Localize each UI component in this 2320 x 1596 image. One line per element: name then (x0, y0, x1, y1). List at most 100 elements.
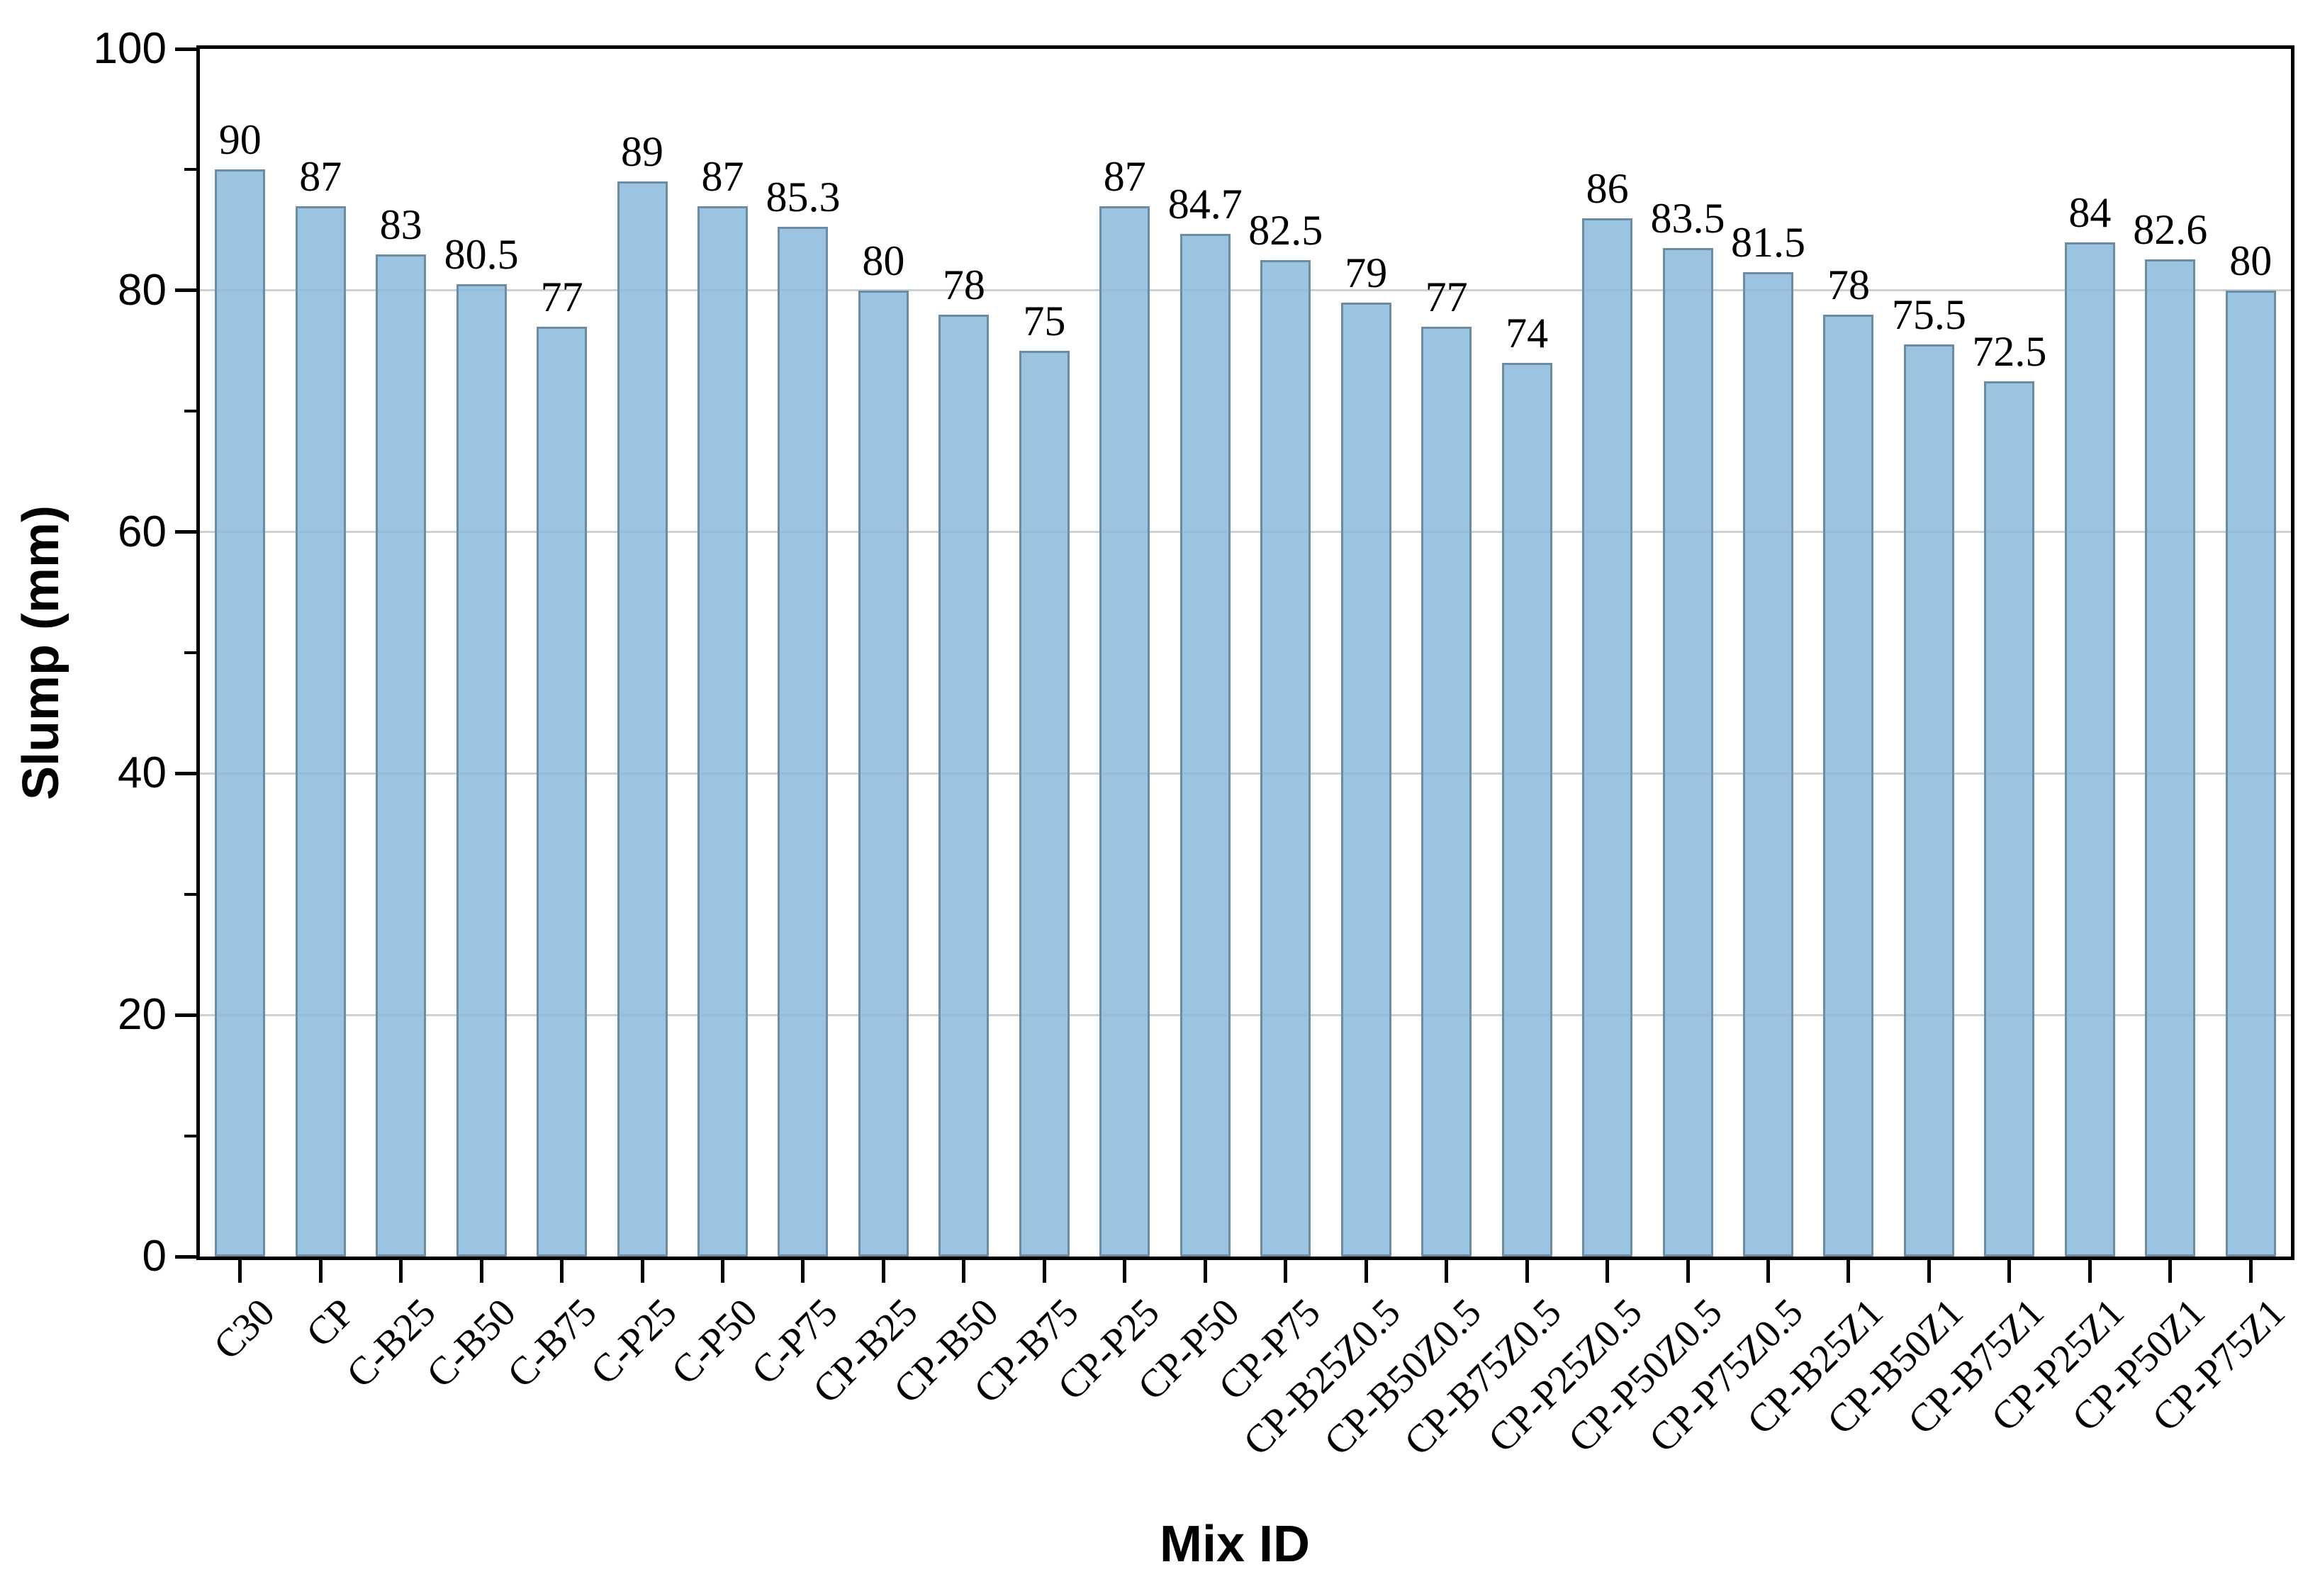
bar-value-label: 83 (379, 201, 422, 248)
bar-CP-B50Z0.5 (1421, 326, 1472, 1257)
bar-CP-P25 (1099, 206, 1150, 1257)
bar-CP-B25Z1 (1823, 314, 1874, 1257)
bar-value-label: 80.5 (444, 231, 519, 279)
bar-value-label: 79 (1345, 249, 1388, 296)
y-minor-tick-90 (184, 168, 196, 172)
bar-value-label: 72.5 (1972, 327, 2047, 375)
bar-CP (295, 206, 346, 1257)
bar-value-label: 82.6 (2133, 206, 2208, 253)
gridline-overlay-y-40 (200, 772, 2291, 775)
y-tick-label-80: 80 (118, 265, 167, 315)
bar-C-P25 (617, 181, 668, 1257)
bar-value-label: 87 (1103, 152, 1146, 200)
bar-value-label: 80 (862, 237, 905, 284)
x-tick-CP (318, 1260, 323, 1283)
bar-CP-B50 (938, 314, 990, 1257)
bar-CP-P75 (1260, 260, 1311, 1257)
bar-C-B75 (537, 326, 588, 1257)
x-tick-CP-B50Z0.5 (1445, 1260, 1449, 1283)
bar-value-label: 87 (299, 152, 342, 200)
bar-CP-B25 (858, 290, 909, 1257)
x-tick-CP-B25Z0.5 (1364, 1260, 1368, 1283)
x-tick-CP-B50Z1 (1927, 1260, 1931, 1283)
bar-value-label: 89 (621, 128, 664, 176)
x-tick-CP-P25 (1123, 1260, 1127, 1283)
x-tick-CP-P75 (1284, 1260, 1288, 1283)
x-tick-C30 (238, 1260, 242, 1283)
gridline-y-20 (200, 1013, 2291, 1016)
bar-value-label: 78 (942, 261, 985, 308)
gridline-y-40 (200, 772, 2291, 775)
x-axis-title: Mix ID (1159, 1516, 1311, 1573)
y-tick-label-20: 20 (118, 990, 167, 1040)
bar-CP-P75Z1 (2225, 290, 2276, 1257)
bar-value-label: 75 (1023, 298, 1066, 344)
y-axis-title: Slump (mm) (13, 505, 69, 801)
gridline-overlay-y-80 (200, 289, 2291, 292)
bar-value-label: 90 (218, 116, 262, 164)
x-tick-CP-P25Z1 (2088, 1260, 2092, 1283)
x-tick-CP-P25Z0.5 (1605, 1260, 1610, 1283)
y-major-tick-20 (175, 1013, 196, 1017)
x-tick-CP-P50Z1 (2168, 1260, 2173, 1283)
bar-C30 (215, 169, 266, 1257)
bar-CP-B75Z1 (1984, 381, 2035, 1257)
x-tick-CP-B75Z0.5 (1525, 1260, 1529, 1283)
y-major-tick-40 (175, 771, 196, 775)
bar-value-label: 87 (701, 152, 744, 200)
x-tick-CP-B75 (1042, 1260, 1046, 1283)
y-minor-tick-50 (184, 651, 196, 654)
bar-value-label: 82.5 (1248, 207, 1323, 254)
y-major-tick-80 (175, 288, 196, 293)
bar-C-B50 (456, 284, 507, 1257)
x-tick-CP-P75Z1 (2248, 1260, 2253, 1283)
plot-area: 90 87 83 80.5 77 89 87 85.3 80 78 75 87 84.7 82.5 79 77… (196, 45, 2294, 1260)
x-tick-C-P25 (640, 1260, 644, 1283)
gridline-overlay-y-60 (200, 531, 2291, 534)
y-minor-tick-10 (184, 1134, 196, 1137)
bar-C-P50 (697, 206, 748, 1257)
x-tick-CP-P50 (1203, 1260, 1207, 1283)
bar-CP-P50Z0.5 (1662, 248, 1713, 1257)
x-tick-CP-P75Z0.5 (1766, 1260, 1770, 1283)
y-major-tick-0 (175, 1254, 196, 1259)
gridline-overlay-y-20 (200, 1013, 2291, 1016)
bar-value-label: 84.7 (1167, 180, 1243, 227)
x-tick-CP-B50 (962, 1260, 966, 1283)
bar-value-label: 75.5 (1891, 291, 1966, 339)
bar-value-label: 84 (2068, 189, 2112, 236)
bar-CP-P25Z0.5 (1582, 218, 1633, 1257)
x-tick-C-B50 (479, 1260, 483, 1283)
x-tick-C-P50 (721, 1260, 724, 1283)
bar-CP-B75Z0.5 (1501, 363, 1552, 1257)
y-tick-label-40: 40 (118, 748, 167, 798)
y-minor-tick-30 (184, 892, 196, 896)
bar-value-label: 77 (1425, 273, 1468, 320)
bar-value-label: 85.3 (766, 173, 841, 220)
gridline-y-80 (200, 289, 2291, 292)
x-tick-CP-B25 (881, 1260, 885, 1283)
gridline-y-60 (200, 531, 2291, 534)
bar-CP-P50Z1 (2145, 259, 2196, 1257)
x-tick-C-P75 (801, 1260, 805, 1283)
x-tick-CP-B75Z1 (2007, 1260, 2012, 1283)
bar-C-P75 (778, 226, 829, 1257)
x-tick-C-B25 (399, 1260, 403, 1283)
bar-CP-P75Z0.5 (1743, 272, 1793, 1257)
bar-CP-B50Z1 (1903, 344, 1954, 1257)
y-tick-label-60: 60 (118, 507, 167, 556)
bar-value-label: 78 (1827, 261, 1870, 308)
y-major-tick-60 (175, 530, 196, 534)
bar-CP-B75 (1019, 351, 1070, 1257)
x-tick-CP-P50Z0.5 (1686, 1260, 1690, 1283)
bar-value-label: 81.5 (1731, 219, 1805, 266)
bar-value-label: 83.5 (1650, 195, 1725, 242)
x-tick-C-B75 (560, 1260, 564, 1283)
y-minor-tick-70 (184, 410, 196, 413)
bar-value-label: 77 (540, 273, 583, 320)
bar-CP-P25Z1 (2064, 242, 2115, 1257)
x-tick-CP-B25Z1 (1847, 1260, 1851, 1283)
bar-value-label: 86 (1586, 164, 1629, 212)
y-major-tick-100 (175, 47, 196, 51)
bar-C-B25 (376, 254, 427, 1257)
